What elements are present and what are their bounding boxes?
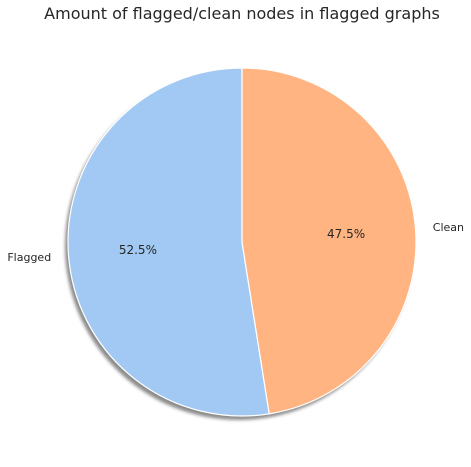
slice-label-flagged: Flagged xyxy=(7,251,51,264)
pie-slices xyxy=(67,67,417,417)
slice-label-clean: Clean xyxy=(433,221,464,234)
pie-slice-clean xyxy=(241,67,417,415)
slice-percent-clean: 47.5% xyxy=(327,227,365,241)
pie-labels: Flagged 52.5% Clean 47.5% xyxy=(7,221,464,264)
slice-percent-flagged: 52.5% xyxy=(119,243,157,257)
chart-title: Amount of flagged/clean nodes in flagged… xyxy=(44,4,440,23)
pie-slice-flagged xyxy=(67,67,270,417)
